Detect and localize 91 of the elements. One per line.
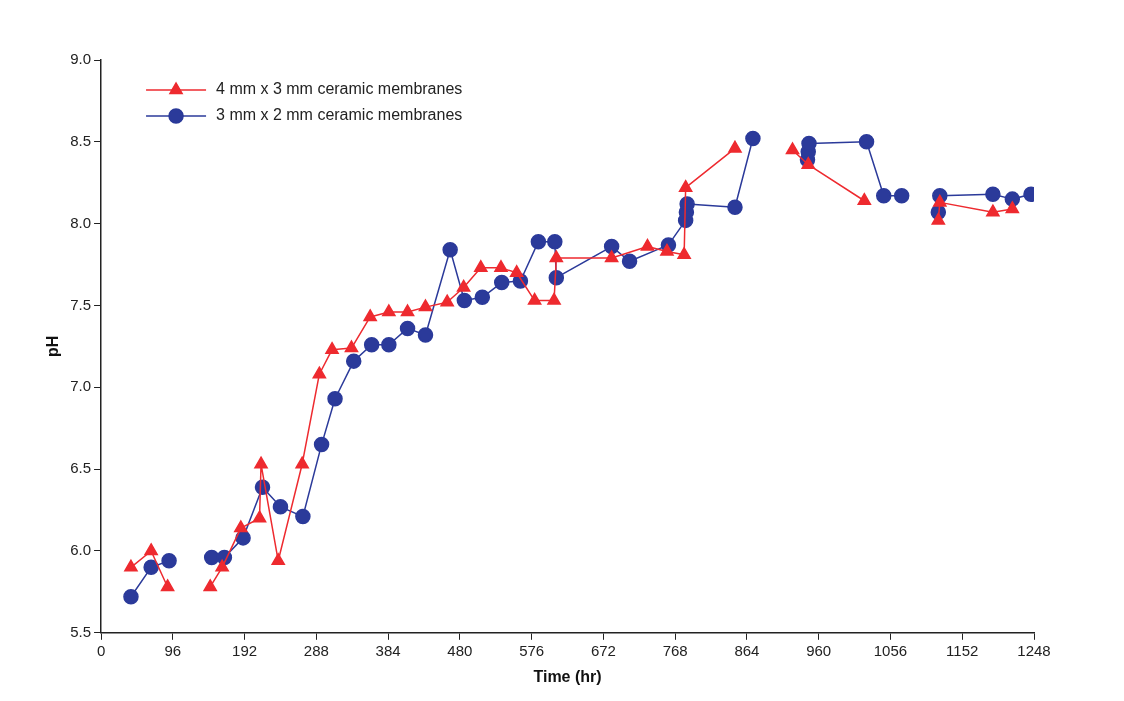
point (272, 499, 289, 515)
x-tick-label: 480 (447, 641, 473, 659)
point (400, 304, 415, 317)
point (785, 142, 800, 155)
point (143, 559, 159, 576)
point (728, 140, 742, 153)
point (363, 309, 377, 322)
point (325, 341, 339, 354)
y-tick-label: 8.0 (70, 213, 92, 231)
point (442, 242, 458, 258)
point (417, 327, 434, 343)
point (474, 260, 488, 273)
y-axis-title: pH (44, 335, 62, 358)
point (727, 199, 743, 216)
point (234, 520, 248, 533)
point (604, 250, 619, 263)
point (875, 188, 892, 204)
point (252, 510, 267, 523)
x-tick-label: 672 (590, 641, 616, 659)
point (124, 559, 138, 572)
point (312, 366, 327, 379)
y-tick-label: 7.0 (70, 377, 92, 395)
y-tick-label: 9.0 (70, 50, 92, 68)
x-tick-label: 768 (662, 641, 688, 659)
point (203, 549, 220, 566)
point (494, 260, 508, 273)
x-tick-label: 288 (303, 641, 329, 659)
point (678, 179, 693, 192)
point (527, 292, 542, 305)
point (801, 156, 816, 169)
x-tick-label: 576 (519, 641, 545, 659)
y-tick-label: 5.5 (70, 622, 92, 640)
point (493, 274, 510, 291)
point (271, 553, 286, 566)
point (547, 292, 561, 305)
point (381, 337, 397, 353)
legend-label: 4 mm x 3 mm ceramic membranes (216, 80, 463, 98)
point (931, 212, 946, 225)
x-tick-label: 384 (375, 641, 401, 659)
point (313, 436, 330, 453)
y-tick-label: 7.5 (70, 295, 92, 313)
point (745, 130, 761, 147)
point (144, 543, 158, 556)
point (549, 250, 564, 263)
point (456, 279, 471, 292)
point (215, 559, 229, 572)
point (344, 340, 359, 353)
point (254, 456, 268, 469)
point (363, 337, 380, 353)
point (857, 193, 872, 205)
point (985, 186, 1001, 202)
point (640, 238, 655, 251)
point (660, 243, 674, 256)
point (327, 391, 343, 407)
point (677, 247, 691, 259)
point (203, 579, 218, 592)
x-tick-label: 0 (96, 641, 106, 659)
point (161, 553, 177, 569)
point (456, 292, 473, 309)
point (399, 320, 416, 337)
point (933, 194, 947, 207)
x-tick-label: 960 (806, 641, 832, 659)
point (1005, 201, 1020, 214)
x-tick-label: 1248 (1017, 641, 1051, 659)
x-tick-label: 1152 (946, 641, 979, 659)
point (530, 233, 547, 250)
point (123, 589, 139, 605)
point (621, 253, 638, 270)
point (295, 508, 311, 525)
point (160, 579, 175, 592)
point (986, 204, 1000, 217)
point (418, 299, 433, 312)
x-tick-label: 96 (164, 641, 182, 659)
point (440, 294, 454, 307)
y-tick-label: 6.0 (70, 541, 92, 559)
point (893, 188, 910, 204)
point (382, 304, 396, 317)
point (474, 289, 491, 306)
legend-label: 3 mm x 2 mm ceramic membranes (216, 106, 463, 124)
point (858, 134, 875, 150)
point (547, 233, 563, 250)
point (345, 353, 362, 369)
point (509, 265, 524, 277)
x-tick-label: 192 (232, 641, 258, 659)
x-tick-label: 1056 (873, 641, 908, 659)
x-tick-label: 864 (734, 641, 760, 659)
y-tick-label: 6.5 (70, 459, 92, 477)
x-axis-title: Time (hr) (533, 667, 602, 685)
y-tick-label: 8.5 (70, 131, 92, 149)
point (603, 238, 620, 255)
point (295, 456, 309, 469)
